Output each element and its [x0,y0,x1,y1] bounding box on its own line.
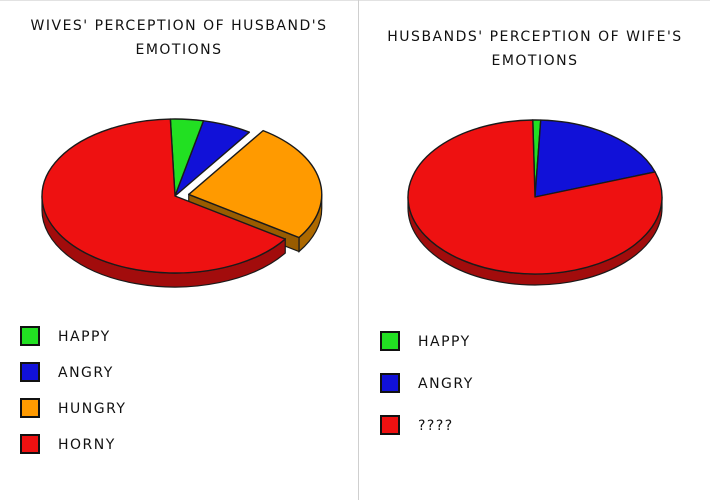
panel-divider [358,0,359,500]
legend-swatch [20,362,40,382]
right-chart-panel: Husbands' perception of Wife's emotions … [360,0,710,500]
legend-swatch [380,415,400,435]
legend-label: ???? [418,418,454,434]
legend-label: Happy [418,334,471,350]
husbands-perception-pie [407,119,663,286]
left-chart-panel: Wives' perception of Husband's emotions … [20,18,328,454]
legend-label: Angry [58,365,114,381]
chart-title: Wives' perception of Husband's emotions [30,18,328,58]
pie-slice-unknown-2 [407,119,663,275]
legend-label: Happy [58,329,111,345]
legend-swatch [380,331,400,351]
pie-slice-horny [41,118,286,274]
chart-title: Husbands' perception of Wife's emotions [387,29,683,69]
legend-swatch [380,373,400,393]
legend-swatch [20,434,40,454]
legend-label: Horny [58,437,116,453]
pie-slice-hungry [188,129,323,239]
legend-label: Hungry [58,401,127,417]
pie-slice-angry [174,120,251,197]
legend-swatch [20,326,40,346]
frame-top-border [0,0,710,1]
wives-perception-pie [41,118,323,288]
legend-label: Angry [418,376,474,392]
legend-swatch [20,398,40,418]
